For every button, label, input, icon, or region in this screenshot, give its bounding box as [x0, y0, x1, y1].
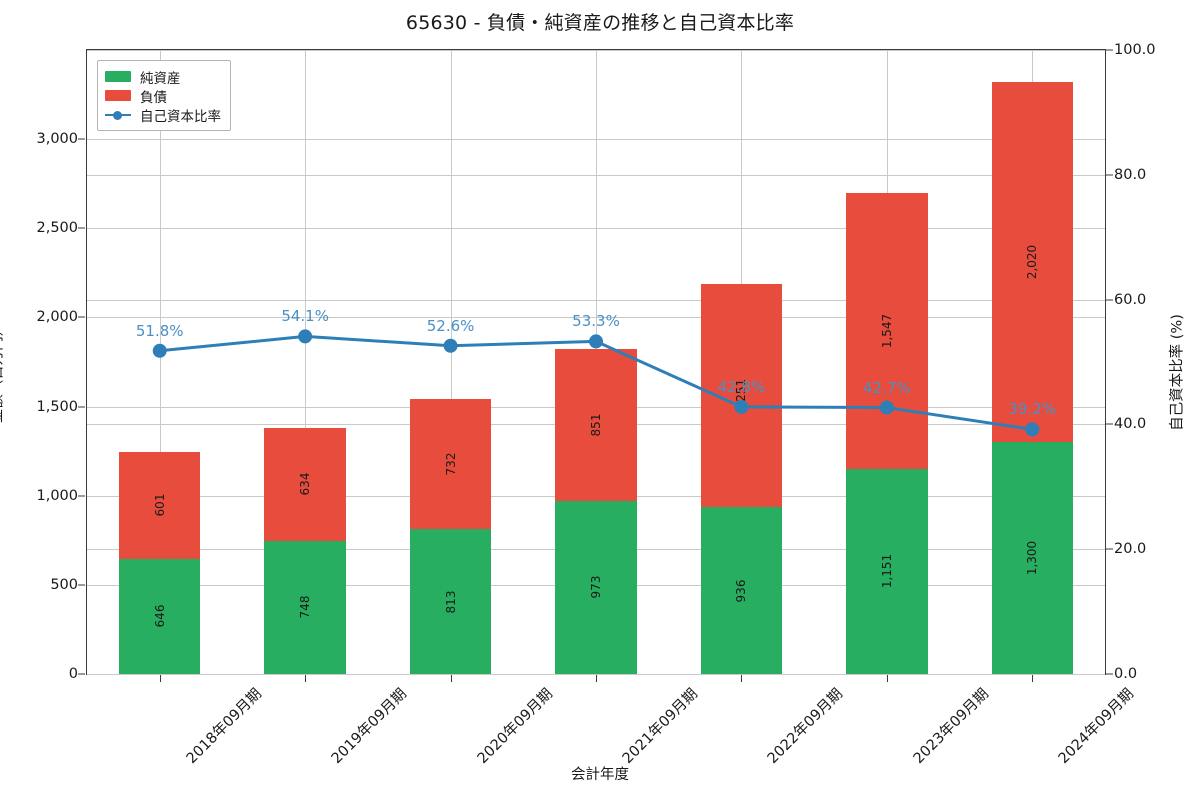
legend-item[interactable]: 負債	[105, 86, 221, 106]
bar-value-label: 1,300	[1025, 540, 1040, 576]
bar-segment-liability[interactable]: 1,547	[846, 193, 928, 469]
bar-value-label: 1,547	[879, 313, 894, 349]
bar-stack[interactable]: 973 851	[555, 50, 637, 674]
bar-value-label: 601	[152, 493, 167, 517]
bar-value-label: 936	[734, 579, 749, 603]
y-tick-mark	[78, 406, 85, 408]
x-tick-mark	[1032, 675, 1034, 682]
y-tick-label: 3,000	[36, 131, 78, 148]
legend-label: 負債	[140, 89, 167, 106]
y-tick-mark-secondary	[1106, 423, 1113, 425]
legend-label: 純資産	[140, 70, 181, 87]
bar-stack[interactable]: 1,300 2,020	[991, 50, 1073, 674]
x-tick-label: 2021年09月期	[619, 685, 702, 768]
bar-stack[interactable]: 813 732	[409, 50, 492, 674]
bar-stack[interactable]: 936 1,251	[700, 50, 783, 674]
y-tick-mark	[78, 316, 85, 318]
y-axis-label-secondary: 自己資本比率 (%)	[1169, 314, 1186, 431]
y-tick-mark	[78, 673, 85, 675]
y-tick-mark	[78, 227, 85, 229]
x-tick-mark	[886, 675, 888, 682]
y-tick-label-secondary: 0.0	[1114, 666, 1138, 682]
bar-segment-equity[interactable]: 936	[700, 507, 783, 674]
legend-item[interactable]: 純資産	[105, 67, 221, 87]
ratio-value-label: 52.6%	[426, 316, 475, 335]
bar-segment-equity[interactable]: 1,300	[991, 442, 1073, 674]
y-tick-label: 1,000	[36, 487, 78, 504]
ratio-value-label: 51.8%	[135, 321, 184, 340]
y-axis-label-primary: 金額（百万円）	[0, 321, 6, 424]
plot-area: 646 601 748 634 813 732 973 851 936 1,251 1,151 1,5…	[86, 49, 1106, 675]
ratio-value-label: 42.7%	[863, 378, 911, 397]
y-tick-mark	[78, 584, 85, 586]
y-tick-label-secondary: 80.0	[1114, 166, 1147, 183]
gridline-horizontal-secondary	[87, 674, 1105, 675]
x-tick-mark	[741, 675, 743, 682]
y-tick-label: 0	[68, 666, 78, 682]
bar-value-label: 646	[152, 604, 167, 628]
x-tick-mark	[596, 675, 597, 682]
bar-stack[interactable]: 1,151 1,547	[846, 50, 928, 674]
ratio-value-label: 42.8%	[717, 377, 766, 396]
bar-value-label: 748	[298, 595, 313, 619]
bar-segment-liability[interactable]: 634	[264, 427, 346, 541]
y-tick-mark-secondary	[1106, 299, 1113, 301]
y-tick-label: 2,000	[36, 309, 78, 326]
bar-segment-equity[interactable]: 748	[264, 540, 346, 674]
x-tick-label: 2024年09月期	[1056, 685, 1138, 768]
y-tick-label-secondary: 20.0	[1114, 541, 1147, 558]
bar-value-label: 732	[443, 452, 458, 476]
y-tick-label-secondary: 100.0	[1114, 42, 1156, 58]
x-tick-label: 2018年09月期	[183, 685, 265, 768]
y-tick-mark-secondary	[1106, 548, 1113, 550]
y-tick-mark-secondary	[1106, 49, 1113, 51]
legend-swatch-icon	[105, 71, 131, 82]
bar-segment-equity[interactable]: 646	[118, 558, 201, 674]
y-tick-label: 500	[50, 576, 78, 593]
legend-label: 自己資本比率	[140, 108, 221, 125]
x-axis-label: 会計年度	[571, 767, 629, 783]
x-tick-mark	[305, 675, 307, 682]
bar-stack[interactable]: 646 601	[118, 50, 201, 674]
x-tick-mark	[450, 675, 452, 682]
bar-segment-equity[interactable]: 813	[409, 529, 492, 674]
y-tick-label: 1,500	[36, 398, 78, 415]
bar-value-label: 973	[588, 575, 603, 599]
legend-swatch-icon	[105, 90, 131, 101]
y-tick-label-secondary: 60.0	[1114, 291, 1147, 308]
bar-value-label: 634	[298, 472, 313, 496]
bar-segment-liability[interactable]: 2,020	[991, 82, 1073, 443]
y-tick-mark-secondary	[1106, 174, 1113, 176]
legend-line-icon	[105, 109, 131, 120]
x-tick-mark	[159, 675, 161, 682]
bar-value-label: 2,020	[1025, 244, 1040, 280]
y-tick-label-secondary: 40.0	[1114, 416, 1147, 433]
bar-segment-equity[interactable]: 1,151	[846, 468, 928, 674]
bar-value-label: 1,151	[879, 554, 894, 589]
x-tick-label: 2020年09月期	[474, 685, 556, 768]
x-tick-label: 2023年09月期	[910, 685, 992, 768]
ratio-value-label: 39.2%	[1008, 400, 1057, 419]
bar-value-label: 851	[588, 413, 603, 437]
bar-stack[interactable]: 748 634	[264, 50, 346, 674]
bar-segment-liability[interactable]: 732	[409, 398, 492, 530]
bar-segment-equity[interactable]: 973	[555, 500, 637, 674]
y-tick-mark	[78, 138, 85, 140]
y-tick-mark	[78, 495, 85, 497]
chart-legend: 純資産負債自己資本比率	[97, 60, 231, 131]
ratio-value-label: 54.1%	[281, 307, 329, 326]
y-tick-mark-secondary	[1106, 673, 1113, 675]
chart-title: 65630 - 負債・純資産の推移と自己資本比率	[405, 12, 795, 34]
bar-segment-liability[interactable]: 851	[555, 348, 637, 501]
bar-value-label: 813	[443, 590, 458, 613]
legend-item[interactable]: 自己資本比率	[105, 105, 221, 125]
bar-segment-liability[interactable]: 601	[118, 451, 201, 559]
ratio-value-label: 53.3%	[572, 312, 620, 331]
y-tick-label: 2,500	[36, 220, 78, 237]
x-tick-label: 2022年09月期	[765, 685, 847, 768]
x-tick-label: 2019年09月期	[328, 685, 411, 768]
